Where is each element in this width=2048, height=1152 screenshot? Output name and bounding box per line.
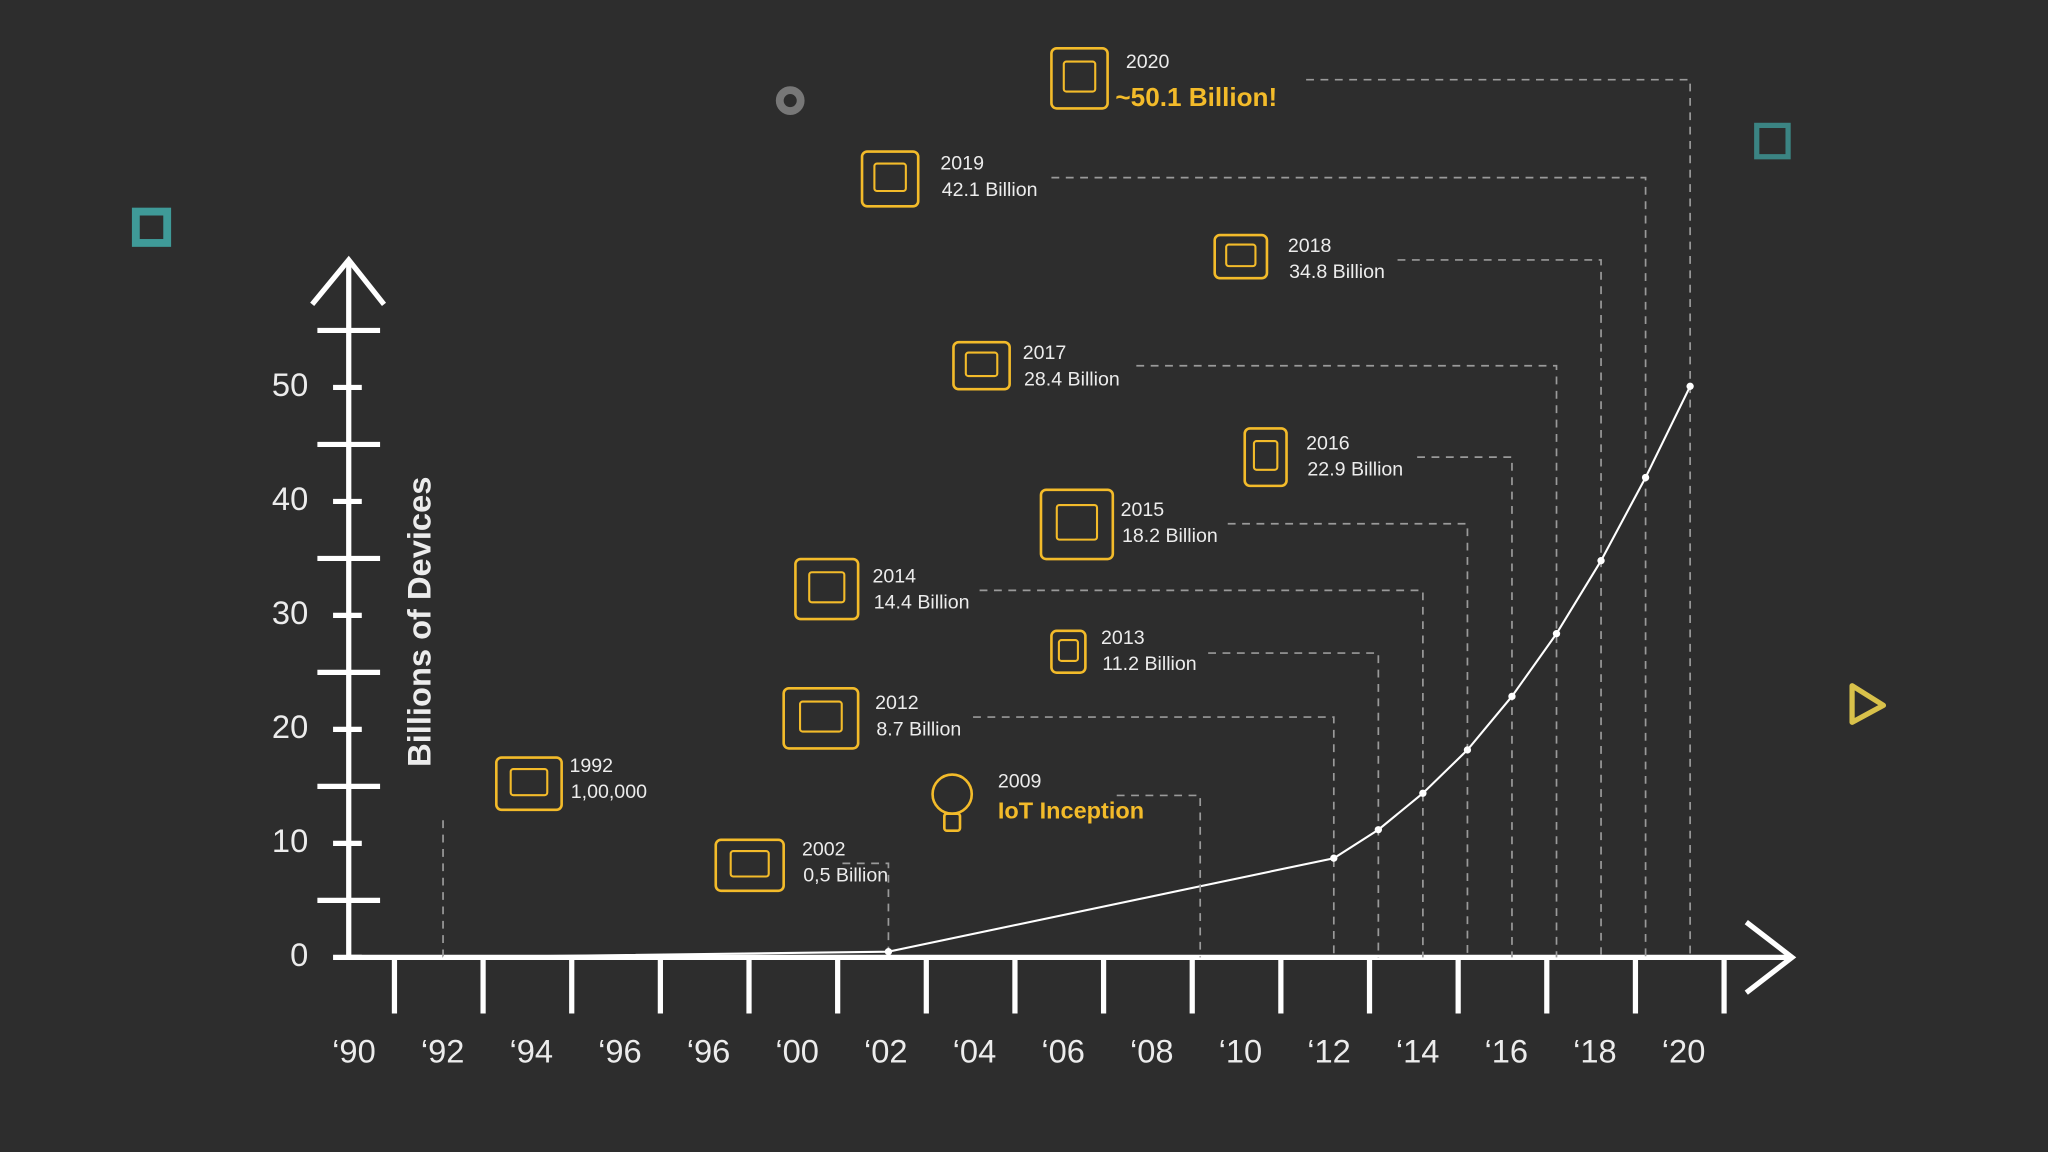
point [1374,826,1383,834]
device-icon-inner [729,849,770,878]
point-year: 2002 [802,838,846,860]
device-icon [794,557,860,621]
decoration-square [131,207,172,247]
point-label: 28.4 Billion [1024,368,1120,390]
device-icon [1243,427,1288,488]
device-icon [1039,488,1115,561]
y-tick-label: 10 [272,822,308,859]
x-tick-label: ‘02 [864,1033,908,1070]
x-tick-label: ‘90 [332,1033,376,1070]
point-label: 11.2 Billion [1102,653,1196,675]
y-tick-label: 0 [290,936,308,973]
point [1641,473,1650,482]
x-tick-label: ‘04 [953,1033,997,1070]
y-tick-label: 40 [272,480,308,517]
point-label: 22.9 Billion [1307,458,1403,480]
point-label: 34.8 Billion [1289,261,1385,283]
annotation-year: 2009 [998,771,1042,793]
y-tick-label: 20 [272,708,308,745]
x-axis-arrow [1744,920,1797,995]
point-year: 2014 [872,565,916,587]
device-icon-inner [1055,503,1099,541]
device-icon [1050,629,1087,674]
x-tick-label: ‘14 [1396,1033,1440,1070]
leader-line [1051,176,1647,958]
point-label: ~50.1 Billion! [1115,82,1277,112]
device-icon-inner [1062,60,1097,93]
point-label: 1,00,000 [571,781,647,803]
y-axis-label: Billions of Devices [401,477,438,767]
x-tick-label: ‘06 [1041,1033,1085,1070]
x-tick-label: ‘20 [1662,1033,1706,1070]
point-year: 2016 [1306,432,1350,454]
x-tick-label: ‘08 [1130,1033,1174,1070]
point-year: 1992 [569,755,613,777]
decoration-square [1754,122,1791,160]
annotation-label: IoT Inception [998,798,1144,824]
x-tick-label: ‘00 [775,1033,819,1070]
leader-line [842,862,890,958]
point-year: 2012 [875,692,919,714]
point-year: 2018 [1288,235,1332,257]
leader-line [1136,364,1558,958]
y-axis-arrow [310,255,387,306]
point-year: 2015 [1121,499,1165,521]
device-icon-inner [1252,440,1279,471]
bulb-icon-base [943,812,962,832]
x-tick-label: ‘94 [509,1033,553,1070]
decoration-ring [775,86,805,115]
decoration-triangle [1849,683,1887,725]
point [1463,746,1472,754]
x-tick-label: ‘96 [598,1033,642,1070]
point-year: 2013 [1101,627,1145,649]
annotation-leader [1116,794,1202,958]
x-tick-label: ‘10 [1219,1033,1263,1070]
device-icon [952,340,1011,391]
device-icon-inner [799,700,843,733]
device-icon [1213,233,1269,280]
x-tick-label: ‘96 [687,1033,731,1070]
device-icon [860,150,920,208]
leader-line [1417,456,1513,958]
x-tick-label: ‘18 [1573,1033,1617,1070]
device-icon-inner [1057,639,1079,662]
point [884,948,893,956]
point-label: 14.4 Billion [874,592,970,614]
point-label: 8.7 Billion [876,718,961,740]
leader-line [1397,259,1602,958]
point-year: 2020 [1126,51,1170,73]
point-year: 2017 [1023,342,1067,364]
device-icon-inner [1225,243,1257,268]
point [1552,630,1561,638]
point-label: 0,5 Billion [803,865,888,887]
device-icon-inner [873,162,907,193]
device-icon [495,756,563,812]
device-icon [714,838,785,893]
point [1330,854,1338,862]
point [1508,692,1516,701]
point-label: 18.2 Billion [1122,525,1218,547]
device-icon-inner [509,767,549,797]
point [1686,382,1694,390]
point-year: 2019 [940,153,984,175]
x-tick-label: ‘16 [1485,1033,1529,1070]
device-icon-inner [808,571,846,604]
device-icon [782,687,860,750]
device-icon [1050,47,1109,110]
leader-line [979,589,1424,958]
device-icon-inner [964,351,999,378]
point [1597,557,1605,565]
x-tick-label: ‘92 [421,1033,465,1070]
x-tick-label: ‘12 [1307,1033,1351,1070]
leader-line [973,716,1335,958]
y-tick-label: 50 [272,366,308,403]
leader-line [1306,78,1691,958]
y-tick-label: 30 [272,594,308,631]
point [1419,789,1427,797]
point-label: 42.1 Billion [942,179,1038,201]
